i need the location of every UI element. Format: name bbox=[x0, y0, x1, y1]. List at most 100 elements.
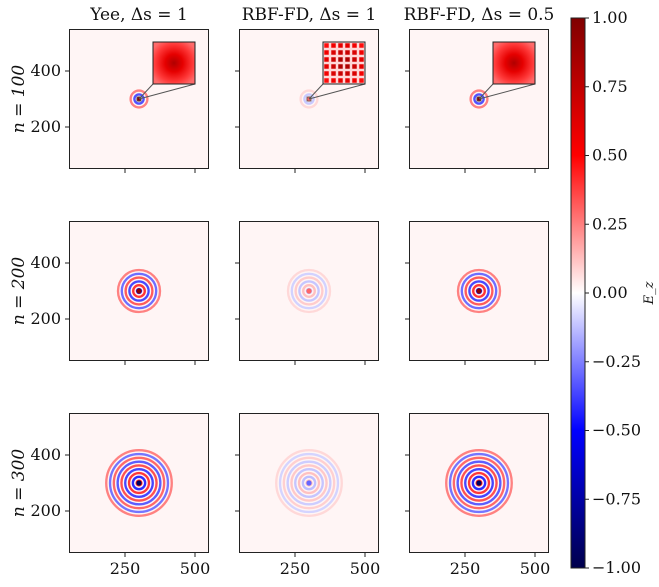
ring bbox=[469, 89, 489, 109]
y-tick-label: 400 bbox=[30, 445, 61, 464]
field-rings bbox=[116, 268, 162, 314]
x-tick-label: 500 bbox=[350, 559, 381, 578]
ring bbox=[467, 471, 491, 495]
ring bbox=[299, 89, 319, 109]
source-point bbox=[306, 480, 312, 486]
panel-r2-c1: 200 400 bbox=[30, 221, 209, 365]
colorbar-tick-label: −0.75 bbox=[592, 489, 641, 508]
y-tick-label: 400 bbox=[30, 253, 61, 272]
colorbar-tick-label: 1.00 bbox=[592, 8, 628, 27]
ring bbox=[286, 268, 332, 314]
ring bbox=[472, 284, 486, 298]
ring bbox=[128, 280, 150, 302]
colorbar-gradient bbox=[570, 17, 586, 569]
zoom-inset bbox=[322, 41, 366, 85]
source-point bbox=[136, 288, 142, 294]
source-point bbox=[476, 480, 482, 486]
colorbar-label: E_z bbox=[642, 281, 657, 305]
panel-grid: 200 400 200 400 250 500 200 400 250 500 250 500 Yee,… bbox=[9, 5, 554, 578]
ring bbox=[124, 468, 154, 498]
ring bbox=[301, 475, 317, 491]
colorbar-tick-label: 0.00 bbox=[592, 283, 628, 302]
ring bbox=[297, 471, 321, 495]
ring bbox=[456, 268, 502, 314]
ring bbox=[278, 452, 340, 514]
panel-r1-c2 bbox=[235, 29, 379, 173]
ring bbox=[445, 449, 513, 517]
row-label: n = 200 bbox=[9, 257, 29, 326]
column-title: Yee, Δs = 1 bbox=[89, 5, 188, 25]
ring bbox=[282, 456, 336, 510]
colorbar-tick-label: −0.50 bbox=[592, 421, 641, 440]
row-label: n = 100 bbox=[9, 65, 29, 134]
ring bbox=[275, 449, 343, 517]
ring bbox=[298, 280, 320, 302]
ring bbox=[112, 456, 166, 510]
colorbar-tick-label: −0.25 bbox=[592, 352, 641, 371]
field-rings bbox=[129, 89, 149, 109]
ring bbox=[471, 475, 487, 491]
row-label: n = 300 bbox=[9, 449, 29, 518]
ring bbox=[133, 93, 145, 105]
x-tick-label: 250 bbox=[450, 559, 481, 578]
colorbar-tick-label: 0.25 bbox=[592, 214, 628, 233]
ring bbox=[120, 272, 158, 310]
x-tick-label: 500 bbox=[520, 559, 551, 578]
x-tick-label: 250 bbox=[110, 559, 141, 578]
ring bbox=[132, 284, 146, 298]
x-tick-label: 500 bbox=[180, 559, 211, 578]
ring bbox=[120, 464, 158, 502]
ring bbox=[105, 449, 173, 517]
ring bbox=[456, 460, 502, 506]
column-title: RBF-FD, Δs = 1 bbox=[242, 5, 377, 25]
panel-r1-c1: 200 400 bbox=[30, 29, 209, 173]
panel-r2-c2 bbox=[235, 221, 379, 365]
colorbar: 1.00 0.75 0.50 0.25 0.00 −0.25 −0.50 −0.75 −1.00… bbox=[570, 8, 657, 577]
ring bbox=[468, 280, 490, 302]
panel-r3-c3: 250 500 bbox=[405, 413, 550, 578]
ring bbox=[460, 272, 498, 310]
field-rings bbox=[105, 449, 173, 517]
field-rings bbox=[286, 268, 332, 314]
ring bbox=[460, 464, 498, 502]
panel-r2-c3 bbox=[405, 221, 549, 365]
ring bbox=[124, 276, 154, 306]
field-rings bbox=[456, 268, 502, 314]
zoom-inset bbox=[152, 41, 196, 85]
ring bbox=[290, 464, 328, 502]
ring bbox=[464, 276, 494, 306]
ring bbox=[302, 284, 316, 298]
ring bbox=[131, 475, 147, 491]
y-tick-label: 200 bbox=[30, 117, 61, 136]
ring bbox=[116, 460, 162, 506]
field-rings bbox=[445, 449, 513, 517]
colorbar-tick-label: 0.75 bbox=[592, 77, 628, 96]
y-tick-label: 400 bbox=[30, 61, 61, 80]
ring bbox=[127, 471, 151, 495]
colorbar-tick-label: −1.00 bbox=[592, 558, 641, 577]
ring bbox=[294, 276, 324, 306]
ring bbox=[129, 89, 149, 109]
ring bbox=[290, 272, 328, 310]
ring bbox=[303, 93, 315, 105]
ring bbox=[108, 452, 170, 514]
panel-r1-c3 bbox=[405, 29, 549, 173]
source-point bbox=[136, 480, 142, 486]
ring bbox=[473, 93, 485, 105]
source-point bbox=[476, 288, 482, 294]
field-rings bbox=[275, 449, 343, 517]
y-tick-label: 200 bbox=[30, 309, 61, 328]
ring bbox=[286, 460, 332, 506]
y-tick-label: 200 bbox=[30, 501, 61, 520]
ring bbox=[294, 468, 324, 498]
zoom-inset bbox=[492, 41, 536, 85]
ring bbox=[452, 456, 506, 510]
source-point bbox=[306, 288, 312, 294]
ring bbox=[448, 452, 510, 514]
panel-r3-c2: 250 500 bbox=[235, 413, 380, 578]
colorbar-tick-label: 0.50 bbox=[592, 146, 628, 165]
panel-r3-c1: 250 500 200 400 bbox=[30, 413, 210, 578]
column-title: RBF-FD, Δs = 0.5 bbox=[404, 5, 555, 25]
ring bbox=[464, 468, 494, 498]
